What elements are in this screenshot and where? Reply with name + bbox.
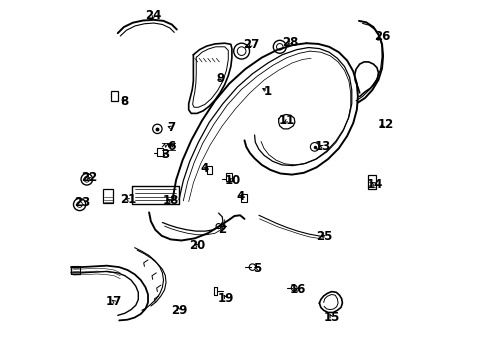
- Text: 18: 18: [162, 194, 179, 207]
- Text: 4: 4: [236, 190, 244, 203]
- Text: 2: 2: [218, 223, 226, 236]
- Text: 22: 22: [81, 171, 97, 184]
- Text: 14: 14: [366, 178, 382, 191]
- Text: 8: 8: [120, 95, 128, 108]
- Text: 5: 5: [252, 262, 261, 275]
- Bar: [157, 148, 163, 156]
- Bar: [225, 173, 231, 181]
- Text: 27: 27: [243, 39, 259, 51]
- Bar: [206, 166, 212, 174]
- Text: 19: 19: [217, 292, 233, 305]
- Text: 10: 10: [224, 174, 241, 187]
- Text: 21: 21: [120, 193, 137, 206]
- Text: 7: 7: [167, 121, 176, 134]
- Text: 25: 25: [316, 230, 332, 243]
- Text: 28: 28: [282, 36, 298, 49]
- Text: 1: 1: [264, 85, 271, 98]
- Text: 17: 17: [106, 295, 122, 308]
- Text: 6: 6: [167, 140, 176, 153]
- Text: 26: 26: [373, 30, 389, 43]
- Text: 11: 11: [278, 114, 294, 127]
- Text: 15: 15: [323, 311, 339, 324]
- Text: 9: 9: [216, 72, 224, 85]
- Bar: [241, 194, 246, 202]
- Bar: [367, 175, 375, 189]
- Text: 24: 24: [145, 9, 162, 22]
- Text: 29: 29: [170, 304, 187, 317]
- Text: 3: 3: [161, 148, 169, 161]
- Bar: [103, 189, 113, 203]
- Text: 20: 20: [188, 239, 204, 252]
- Text: 13: 13: [314, 140, 330, 153]
- Text: 16: 16: [289, 283, 305, 296]
- Text: 12: 12: [377, 118, 393, 131]
- Text: 23: 23: [74, 196, 90, 209]
- Bar: [111, 91, 118, 101]
- Text: 4: 4: [201, 162, 208, 175]
